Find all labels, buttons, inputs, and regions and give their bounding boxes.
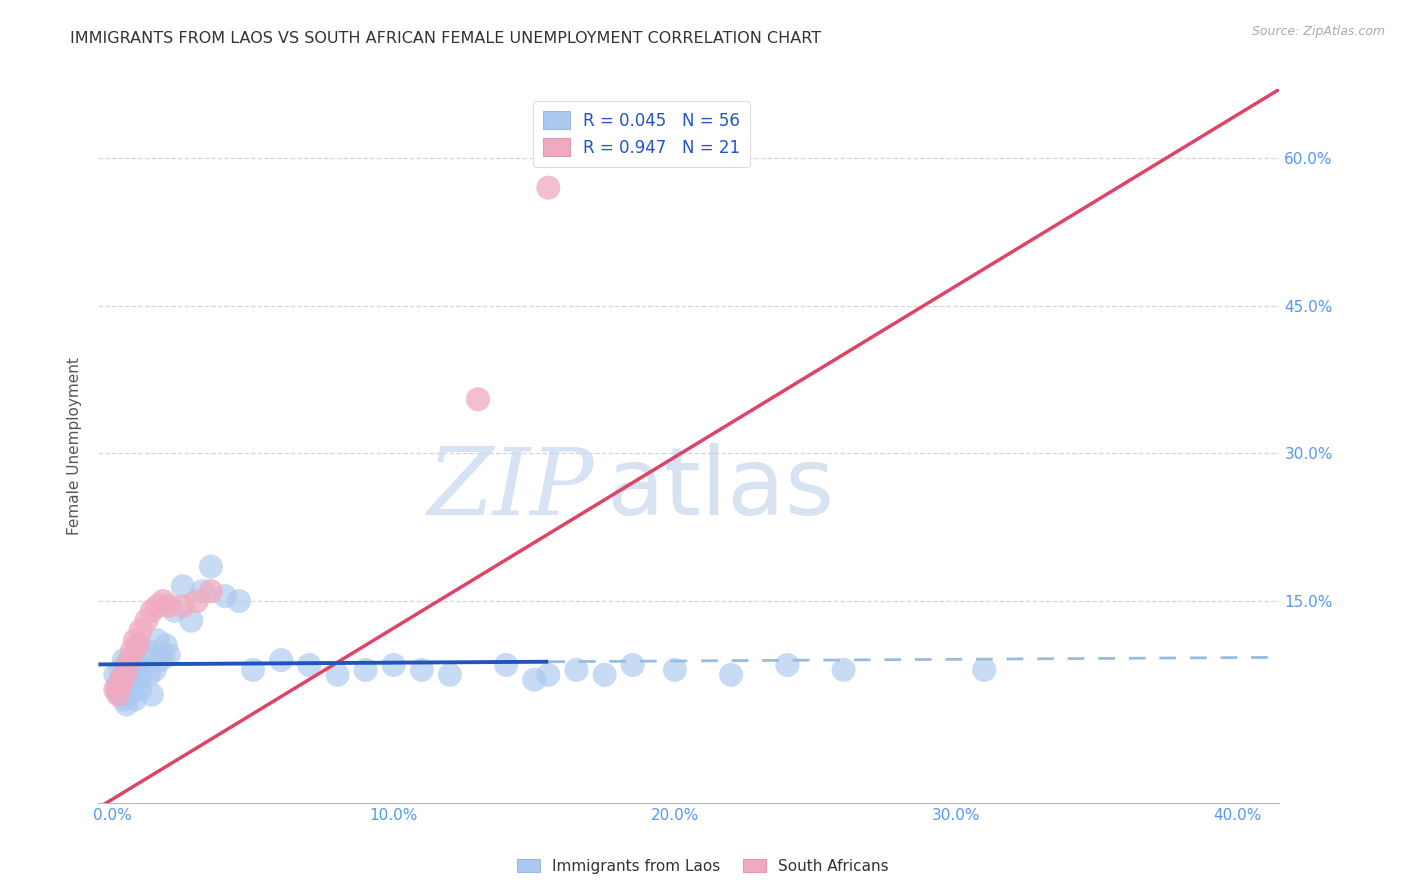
Point — [118, 688, 141, 702]
Point — [228, 594, 250, 608]
Point — [107, 678, 129, 692]
Y-axis label: Female Unemployment: Female Unemployment — [67, 357, 83, 535]
Point — [143, 663, 166, 677]
Point — [135, 643, 157, 657]
Point — [467, 392, 489, 407]
Point — [146, 633, 169, 648]
Point — [152, 594, 174, 608]
Legend: Immigrants from Laos, South Africans: Immigrants from Laos, South Africans — [510, 853, 896, 880]
Point — [104, 668, 127, 682]
Point — [129, 682, 152, 697]
Point — [270, 653, 292, 667]
Point — [152, 648, 174, 662]
Point — [832, 663, 855, 677]
Point — [104, 682, 127, 697]
Point — [141, 688, 163, 702]
Point — [127, 638, 149, 652]
Point — [135, 614, 157, 628]
Point — [110, 688, 132, 702]
Point — [110, 673, 132, 687]
Point — [110, 673, 132, 687]
Point — [537, 180, 560, 194]
Point — [354, 663, 377, 677]
Point — [172, 599, 194, 613]
Point — [115, 682, 138, 697]
Point — [537, 668, 560, 682]
Point — [112, 692, 135, 706]
Point — [121, 643, 143, 657]
Point — [149, 653, 172, 667]
Point — [129, 668, 152, 682]
Point — [186, 594, 208, 608]
Point — [565, 663, 588, 677]
Point — [298, 658, 321, 673]
Legend: R = 0.045   N = 56, R = 0.947   N = 21: R = 0.045 N = 56, R = 0.947 N = 21 — [533, 101, 751, 167]
Point — [157, 599, 180, 613]
Point — [118, 668, 141, 682]
Point — [200, 584, 222, 599]
Point — [172, 579, 194, 593]
Point — [382, 658, 405, 673]
Point — [127, 658, 149, 673]
Point — [191, 584, 214, 599]
Text: ZIP: ZIP — [427, 444, 595, 533]
Point — [157, 648, 180, 662]
Point — [214, 589, 236, 603]
Point — [439, 668, 461, 682]
Text: Source: ZipAtlas.com: Source: ZipAtlas.com — [1251, 25, 1385, 38]
Point — [621, 658, 644, 673]
Point — [112, 653, 135, 667]
Point — [200, 559, 222, 574]
Point — [138, 668, 160, 682]
Point — [121, 673, 143, 687]
Point — [115, 658, 138, 673]
Point — [664, 663, 686, 677]
Point — [495, 658, 517, 673]
Point — [720, 668, 742, 682]
Point — [118, 653, 141, 667]
Point — [124, 633, 146, 648]
Point — [163, 604, 186, 618]
Point — [129, 624, 152, 638]
Point — [326, 668, 349, 682]
Point — [124, 692, 146, 706]
Point — [155, 638, 177, 652]
Text: atlas: atlas — [606, 442, 835, 535]
Point — [180, 614, 202, 628]
Text: IMMIGRANTS FROM LAOS VS SOUTH AFRICAN FEMALE UNEMPLOYMENT CORRELATION CHART: IMMIGRANTS FROM LAOS VS SOUTH AFRICAN FE… — [70, 31, 821, 46]
Point — [776, 658, 799, 673]
Point — [112, 668, 135, 682]
Point — [110, 678, 132, 692]
Point — [141, 604, 163, 618]
Point — [110, 663, 132, 677]
Point — [146, 599, 169, 613]
Point — [973, 663, 995, 677]
Point — [132, 648, 155, 662]
Point — [121, 678, 143, 692]
Point — [124, 663, 146, 677]
Point — [411, 663, 433, 677]
Point — [115, 698, 138, 712]
Point — [107, 688, 129, 702]
Point — [523, 673, 546, 687]
Point — [107, 682, 129, 697]
Point — [593, 668, 616, 682]
Point — [115, 663, 138, 677]
Point — [242, 663, 264, 677]
